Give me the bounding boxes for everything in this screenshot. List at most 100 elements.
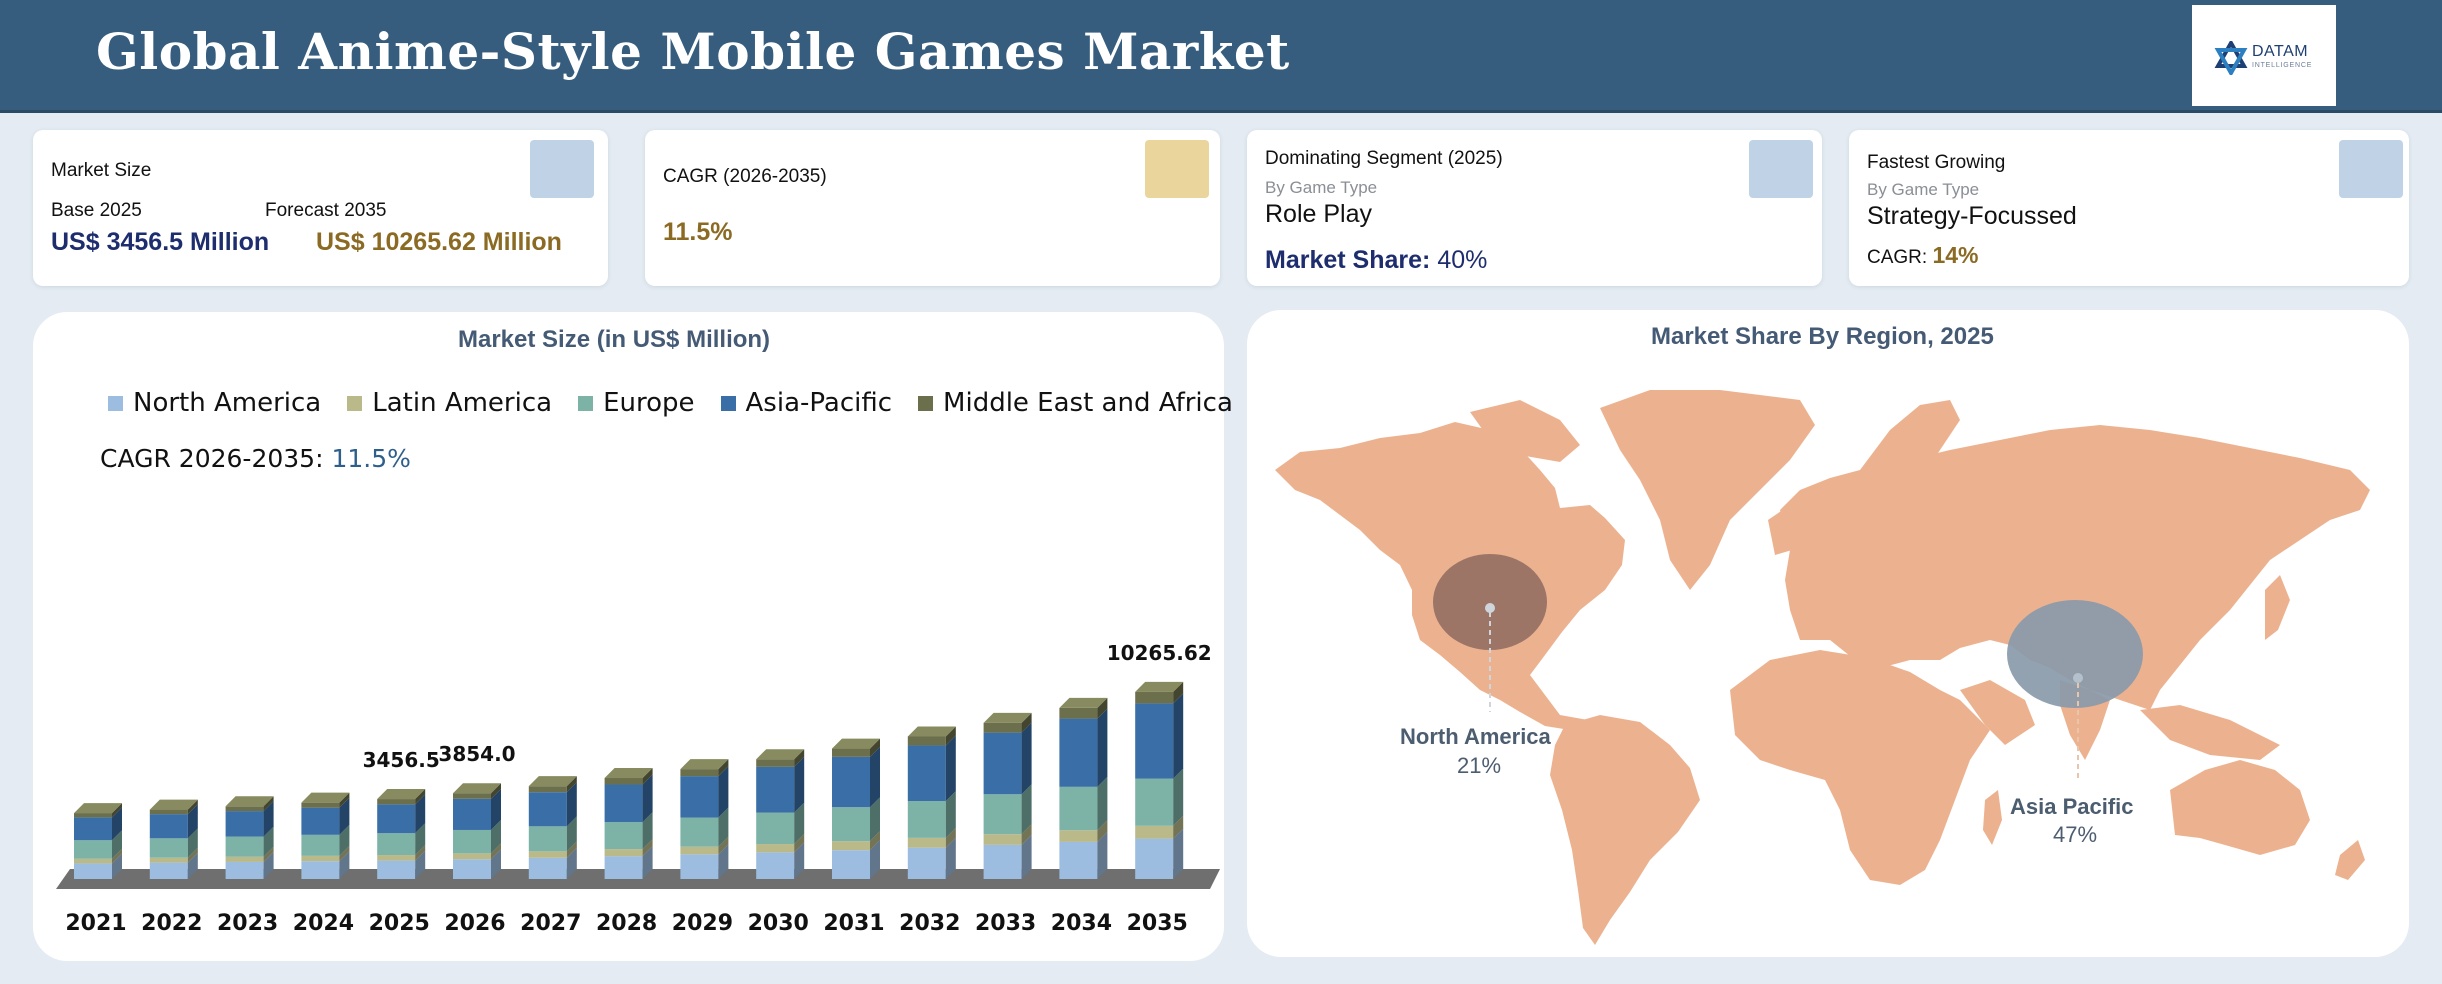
- bar-segment: [528, 851, 567, 858]
- bar-segment-side: [1097, 831, 1108, 879]
- card-accent-square: [1145, 140, 1209, 198]
- legend-label: Latin America: [372, 388, 553, 418]
- bar-segment: [907, 801, 946, 838]
- europe-asia: [1780, 425, 2370, 710]
- asia-pacific-bubble: [2007, 600, 2143, 708]
- share-value: 40%: [1437, 246, 1488, 274]
- header-bar: Global Anime-Style Mobile Games Market D…: [0, 0, 2442, 113]
- bar-segment-side: [945, 791, 956, 838]
- uk-ireland: [1768, 505, 1800, 555]
- bar-top-face: [377, 789, 426, 800]
- asia-pacific-callout-label: Asia Pacific: [2010, 794, 2134, 819]
- bar-top-face: [528, 776, 577, 787]
- fastest-label: Fastest Growing: [1867, 152, 2006, 173]
- legend-label: Middle East and Africa: [943, 388, 1233, 418]
- bar-segment-side: [1173, 693, 1184, 779]
- bar-segment-side: [263, 826, 274, 857]
- arabia: [1960, 680, 2035, 745]
- data-label: 3854.0: [438, 742, 515, 766]
- bar-segment-side: [1097, 708, 1108, 787]
- bar-segment: [1059, 830, 1098, 842]
- bar-segment: [604, 856, 643, 879]
- segment-card: Dominating Segment (2025) By Game Type R…: [1247, 130, 1822, 286]
- southeast-asia-islands: [2140, 705, 2280, 760]
- segment-name: Role Play: [1265, 200, 1372, 228]
- bar-column: [680, 759, 729, 879]
- bar-segment-side: [1097, 697, 1108, 719]
- bar-chart-cagr: CAGR 2026-2035: 11.5%: [100, 444, 411, 473]
- bar-segment: [680, 817, 719, 847]
- legend-item: North America: [108, 388, 321, 418]
- bar-segment: [680, 776, 719, 818]
- data-label: 3456.5: [363, 748, 440, 772]
- bar-column: [453, 783, 501, 879]
- bar-segment: [301, 802, 340, 808]
- bar-segment-side: [415, 845, 426, 861]
- scandinavia: [1860, 400, 1960, 495]
- bar-segment-side: [339, 845, 350, 862]
- bar-column: [528, 776, 577, 879]
- bar-segment-side: [870, 831, 880, 851]
- bar-segment-side: [339, 824, 350, 856]
- bar-segment: [74, 817, 112, 841]
- bar-column: [756, 749, 805, 879]
- bar-segment-side: [794, 756, 805, 813]
- fastest-name: Strategy-Focussed: [1867, 202, 2077, 230]
- bar-segment-side: [1173, 815, 1184, 839]
- legend-swatch: [578, 395, 594, 411]
- fastest-cagr-label: CAGR:: [1867, 247, 1928, 268]
- bar-segment: [453, 829, 491, 854]
- x-tick-label: 2030: [748, 911, 809, 936]
- bar-segment: [983, 834, 1022, 845]
- asia-pacific-pin: [2073, 673, 2083, 683]
- segment-label: Dominating Segment (2025): [1265, 148, 1503, 170]
- bar-segment: [225, 856, 264, 862]
- bar-segment: [377, 799, 416, 805]
- bar-column: [301, 792, 350, 879]
- legend-label: Europe: [603, 388, 695, 418]
- x-tick-label: 2034: [1051, 911, 1112, 936]
- bar-segment: [225, 861, 264, 879]
- bar-segment: [453, 798, 491, 830]
- bar-segment-side: [112, 848, 122, 864]
- bar-segment: [149, 857, 188, 863]
- fastest-growing-card: Fastest Growing By Game Type Strategy-Fo…: [1849, 130, 2409, 286]
- bar-segment-side: [1021, 712, 1032, 733]
- bar-segment-side: [642, 839, 653, 857]
- bar-segment-side: [112, 803, 122, 818]
- legend-swatch: [347, 395, 363, 411]
- bar-segment: [149, 814, 188, 839]
- bar-segment-side: [794, 834, 805, 853]
- bar-segment: [1059, 718, 1098, 787]
- asia-pacific-callout-value: 47%: [2053, 822, 2098, 847]
- x-tick-label: 2031: [823, 911, 884, 936]
- bar-segment: [983, 844, 1022, 879]
- legend-item: Asia-Pacific: [720, 388, 892, 418]
- bar-top-face: [74, 803, 122, 814]
- segment-label-text: Dominating Segment: [1265, 148, 1443, 169]
- bar-segment-side: [112, 830, 122, 859]
- bar-segment-side: [187, 804, 198, 839]
- bar-chart-title: Market Size (in US$ Million): [458, 326, 771, 353]
- bar-segment: [528, 792, 567, 827]
- bar-segment-side: [263, 801, 274, 837]
- bar-column: [225, 796, 274, 879]
- bar-segment-side: [566, 847, 577, 879]
- south-america: [1550, 715, 1700, 945]
- bar-top-face: [149, 799, 198, 810]
- bar-segment-side: [1173, 768, 1184, 826]
- bar-segment-side: [415, 789, 426, 805]
- share-label: Market Share:: [1265, 246, 1431, 274]
- x-tick-label: 2023: [217, 911, 278, 936]
- bar-segment-side: [1021, 784, 1032, 835]
- bar-segment-side: [718, 766, 729, 818]
- bar-segment: [301, 834, 340, 856]
- north-america-callout-label: North America: [1400, 724, 1551, 749]
- bar-segment-side: [945, 827, 956, 848]
- bar-chart-legend: North America Latin America Europe Asia-…: [108, 388, 1233, 418]
- logo: DATAM INTELLIGENCE: [2192, 5, 2336, 106]
- bar-segment: [907, 745, 946, 802]
- stacked-bar-chart: 2021 2022 2023 2024 2025 3456.5 2026 3854.0 2027…: [56, 641, 1220, 936]
- bar-segment: [680, 846, 719, 855]
- legend-swatch: [918, 395, 934, 411]
